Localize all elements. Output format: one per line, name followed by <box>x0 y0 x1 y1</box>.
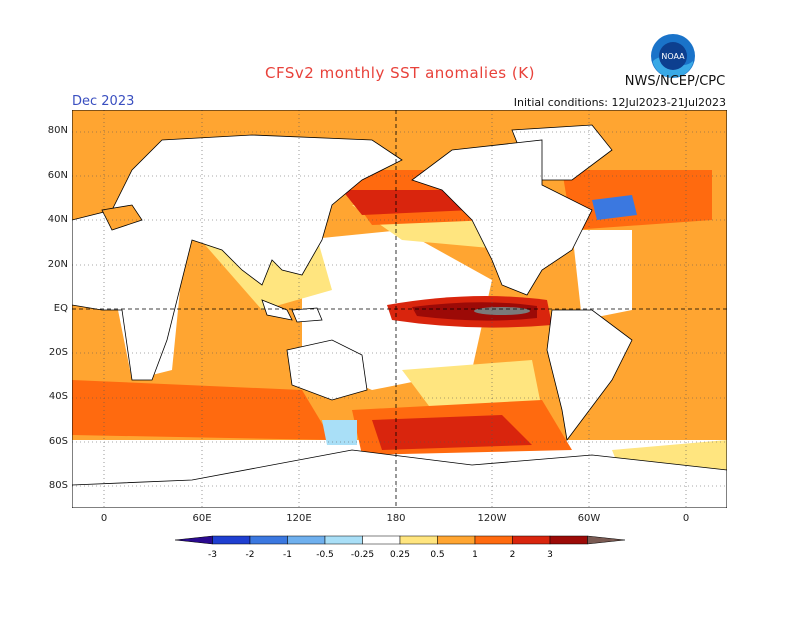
lat-label: 60N <box>28 170 68 181</box>
colorbar-tick-label: -3 <box>208 550 217 560</box>
colorbar-swatch <box>475 536 513 544</box>
colorbar-swatch <box>513 536 551 544</box>
colorbar-swatch <box>175 536 213 544</box>
colorbar-swatch <box>400 536 438 544</box>
lat-label: 40N <box>28 214 68 225</box>
colorbar-swatch <box>250 536 288 544</box>
colorbar-swatch <box>363 536 401 544</box>
lat-label: EQ <box>28 303 68 314</box>
colorbar-swatch <box>588 536 626 544</box>
colorbar-tick-label: -0.5 <box>316 550 334 560</box>
colorbar-swatch <box>550 536 588 544</box>
initial-conditions: Initial conditions: 12Jul2023-21Jul2023 <box>514 96 726 109</box>
lat-label: 20N <box>28 259 68 270</box>
colorbar-tick-label: 1 <box>472 550 478 560</box>
valid-month: Dec 2023 <box>72 94 134 109</box>
colorbar-tick-label: -0.25 <box>351 550 374 560</box>
colorbar-swatch <box>438 536 476 544</box>
lat-label: 40S <box>28 391 68 402</box>
lat-label: 80S <box>28 480 68 491</box>
lon-label: 180 <box>366 513 426 524</box>
colorbar-tick-label: -1 <box>283 550 292 560</box>
agency-label: NWS/NCEP/CPC <box>610 74 740 89</box>
lat-label: 20S <box>28 347 68 358</box>
lon-label: 0 <box>74 513 134 524</box>
colorbar-tick-label: 3 <box>547 550 553 560</box>
logo-text: NOAA <box>661 52 685 61</box>
colorbar-tick-label: 0.5 <box>430 550 444 560</box>
lat-label: 80N <box>28 125 68 136</box>
sst-anomaly-map <box>72 110 727 508</box>
noaa-logo: NOAA <box>650 33 696 79</box>
colorbar-tick-label: -2 <box>246 550 255 560</box>
lon-label: 60W <box>559 513 619 524</box>
colorbar: -3 -2 -1 -0.5 -0.25 0.25 0.5 1 2 3 <box>170 530 630 565</box>
colorbar-tick-label: 2 <box>510 550 516 560</box>
colorbar-swatch <box>325 536 363 544</box>
colorbar-swatch <box>288 536 326 544</box>
lon-label: 0 <box>656 513 716 524</box>
lat-label: 60S <box>28 436 68 447</box>
lon-label: 60E <box>172 513 232 524</box>
colorbar-swatch <box>213 536 251 544</box>
lon-label: 120W <box>462 513 522 524</box>
colorbar-tick-label: 0.25 <box>390 550 410 560</box>
lon-label: 120E <box>269 513 329 524</box>
